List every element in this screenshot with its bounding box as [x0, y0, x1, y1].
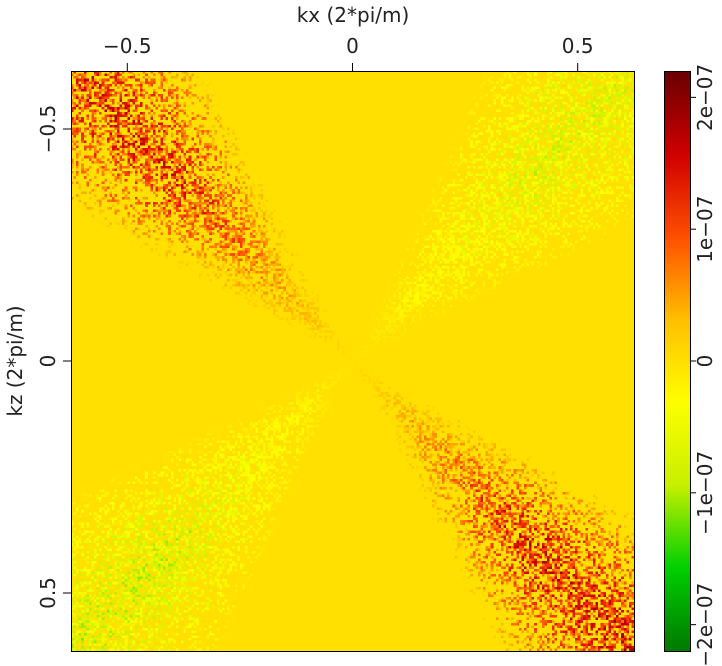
colorbar-tick-label: −1e−07 [693, 451, 717, 535]
x-tick-label: 0 [346, 34, 359, 58]
colorbar-ticks: 2e−07 1e−07 0 −1e−07 −2e−07 [690, 64, 717, 666]
y-tick-label: 0 [36, 355, 60, 368]
plot-frame [71, 71, 635, 652]
colorbar-gradient [664, 71, 690, 651]
colorbar-tick-label: −2e−07 [693, 583, 717, 666]
y-axis-ticks: −0.5 0 0.5 [36, 105, 71, 609]
x-axis-title: kx (2*pi/m) [297, 3, 410, 27]
x-tick-label: −0.5 [103, 34, 152, 58]
y-axis-title: kz (2*pi/m) [3, 305, 27, 416]
colorbar-tick-label: 2e−07 [693, 64, 717, 131]
x-axis-ticks: −0.5 0 0.5 [103, 34, 594, 71]
x-tick-label: 0.5 [562, 34, 594, 58]
y-tick-label: −0.5 [36, 105, 60, 154]
heatmap-image [71, 71, 634, 651]
y-tick-label: 0.5 [36, 577, 60, 609]
colorbar-tick-label: 0 [693, 355, 717, 368]
colorbar-frame [664, 71, 691, 652]
colorbar-tick-label: 1e−07 [693, 196, 717, 263]
